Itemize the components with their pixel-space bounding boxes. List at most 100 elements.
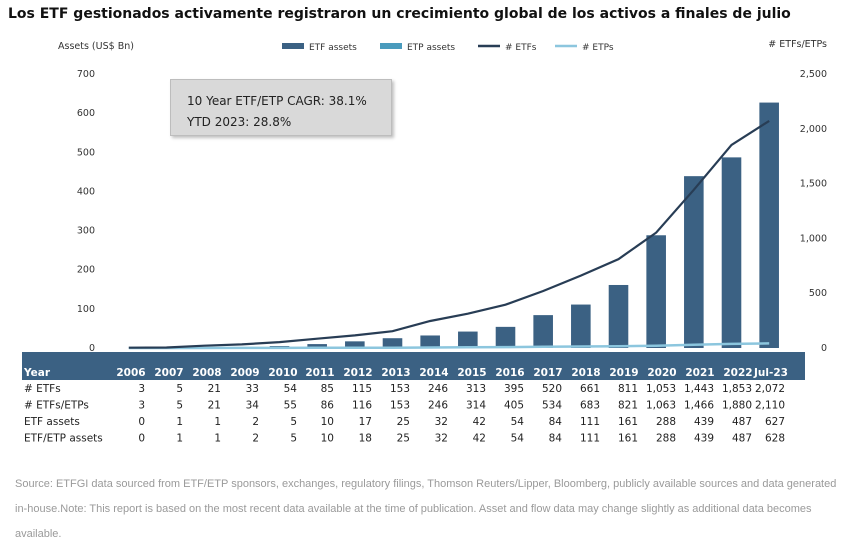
y2-axis-ticks: 0 500 1,000 1,500 2,000 2,500 xyxy=(800,69,827,354)
y-axis-label: Assets (US$ Bn) xyxy=(58,41,134,52)
table-cell: 288 xyxy=(656,433,676,445)
y-tick-label: 500 xyxy=(77,147,95,158)
table-row-label: # ETFs/ETPs xyxy=(24,400,89,412)
table-cell: 3 xyxy=(138,383,145,395)
bar-etp-assets xyxy=(458,332,478,348)
legend: ETF assets ETP assets # ETFs # ETPs xyxy=(282,43,614,53)
legend-swatch-etf-assets xyxy=(282,43,304,49)
y2-tick-label: 1,000 xyxy=(800,233,827,244)
table-header-cell: 2007 xyxy=(154,367,183,379)
table-cell: 314 xyxy=(466,400,486,412)
table-cell: 2,072 xyxy=(755,383,785,395)
table-cell: 84 xyxy=(549,416,563,428)
table-cell: 111 xyxy=(580,433,600,445)
bar-etf-assets xyxy=(420,335,440,348)
table-cell: 821 xyxy=(618,400,638,412)
table-cell: 21 xyxy=(208,400,221,412)
table-cell: 3 xyxy=(138,400,145,412)
table-cell: 1 xyxy=(176,433,183,445)
table-cell: 34 xyxy=(246,400,260,412)
table-cell: 246 xyxy=(428,400,448,412)
table-cell: 395 xyxy=(504,383,524,395)
table-header-cell: 2019 xyxy=(609,367,638,379)
table-header-cell: 2010 xyxy=(268,367,297,379)
table-row-label: ETF assets xyxy=(24,416,80,428)
table-header-cell: 2016 xyxy=(495,367,524,379)
legend-swatch-etp-assets xyxy=(380,43,402,49)
table-cell: 21 xyxy=(208,383,221,395)
table-cell: 85 xyxy=(321,383,334,395)
data-table: Year 2006 2007 2008 2009 2010 2011 2012 2013 2014… xyxy=(22,352,805,445)
table-cell: 439 xyxy=(694,433,714,445)
y-tick-label: 700 xyxy=(77,69,95,80)
table-cell: 520 xyxy=(542,383,562,395)
table-cell: 116 xyxy=(352,400,372,412)
y2-axis-label: # ETFs/ETPs xyxy=(768,39,827,50)
legend-label-etp-assets: ETP assets xyxy=(407,43,455,53)
table-cell: 10 xyxy=(321,433,334,445)
y-tick-label: 600 xyxy=(77,108,95,119)
line-etps xyxy=(128,342,770,350)
bar-etf-assets xyxy=(307,344,327,348)
table-header-cell: 2017 xyxy=(533,367,562,379)
bar-etp-assets xyxy=(609,285,629,348)
table-cell: 32 xyxy=(435,433,448,445)
table-cell: 1,053 xyxy=(646,383,676,395)
bar-etp-assets xyxy=(420,335,440,348)
table-cell: 2,110 xyxy=(755,400,785,412)
table-cell: 25 xyxy=(397,416,410,428)
table-cell: 627 xyxy=(765,416,785,428)
table-header-cell: 2021 xyxy=(685,367,714,379)
table-cell: 111 xyxy=(580,416,600,428)
chart-title: Los ETF gestionados activamente registra… xyxy=(8,6,791,22)
table-cell: 5 xyxy=(176,400,183,412)
table-header-cell: 2013 xyxy=(381,367,410,379)
table-header-cell: 2009 xyxy=(230,367,259,379)
bar-etf-assets xyxy=(646,235,666,348)
table-cell: 439 xyxy=(694,416,714,428)
table-cell: 115 xyxy=(352,383,372,395)
bar-etf-assets xyxy=(684,176,704,348)
chart-area: Assets (US$ Bn) # ETFs/ETPs ETF assets E… xyxy=(22,39,827,445)
table-cell: 487 xyxy=(732,416,752,428)
table-cell: 84 xyxy=(549,433,563,445)
table-cell: 86 xyxy=(321,400,335,412)
bar-etp-assets xyxy=(759,102,779,348)
table-cell: 405 xyxy=(504,400,524,412)
table-cell: 1 xyxy=(214,433,221,445)
table-cell: 1 xyxy=(214,416,221,428)
table-cell: 1,880 xyxy=(722,400,752,412)
table-header-cell: 2012 xyxy=(343,367,372,379)
table-row-label: # ETFs xyxy=(24,383,61,395)
table-cell: 25 xyxy=(397,433,410,445)
table-cell: 54 xyxy=(284,383,298,395)
y-tick-label: 300 xyxy=(77,226,95,237)
table-header-cell: 2022 xyxy=(723,367,752,379)
table-header-cell: Jul-23 xyxy=(753,367,788,379)
y2-tick-label: 1,500 xyxy=(800,179,827,190)
table-cell: 55 xyxy=(284,400,297,412)
bar-etp-assets xyxy=(496,327,516,348)
table-cell: 5 xyxy=(290,433,297,445)
y2-tick-label: 500 xyxy=(809,288,827,299)
table-header-cell: 2006 xyxy=(116,367,145,379)
line-etfs xyxy=(128,119,770,349)
bar-etf-assets xyxy=(458,331,478,348)
table-header-cell: 2014 xyxy=(419,367,448,379)
y2-tick-label: 0 xyxy=(821,343,827,354)
table-cell: 0 xyxy=(138,433,145,445)
table-cell: 2 xyxy=(252,416,259,428)
table-cell: 1,466 xyxy=(684,400,714,412)
legend-label-etfs: # ETFs xyxy=(505,43,537,53)
y-axis-ticks: 0 100 200 300 400 500 600 700 xyxy=(77,69,95,354)
line-series xyxy=(128,119,770,350)
y-tick-label: 0 xyxy=(89,343,95,354)
bar-etp-assets xyxy=(646,235,666,348)
table-cell: 10 xyxy=(321,416,334,428)
table-header-band xyxy=(22,352,805,380)
legend-label-etps: # ETPs xyxy=(582,43,614,53)
table-header-cell: 2008 xyxy=(192,367,221,379)
bar-etf-assets xyxy=(608,284,629,348)
table-header-cell: 2018 xyxy=(571,367,600,379)
table-header-cell: 2020 xyxy=(647,367,676,379)
